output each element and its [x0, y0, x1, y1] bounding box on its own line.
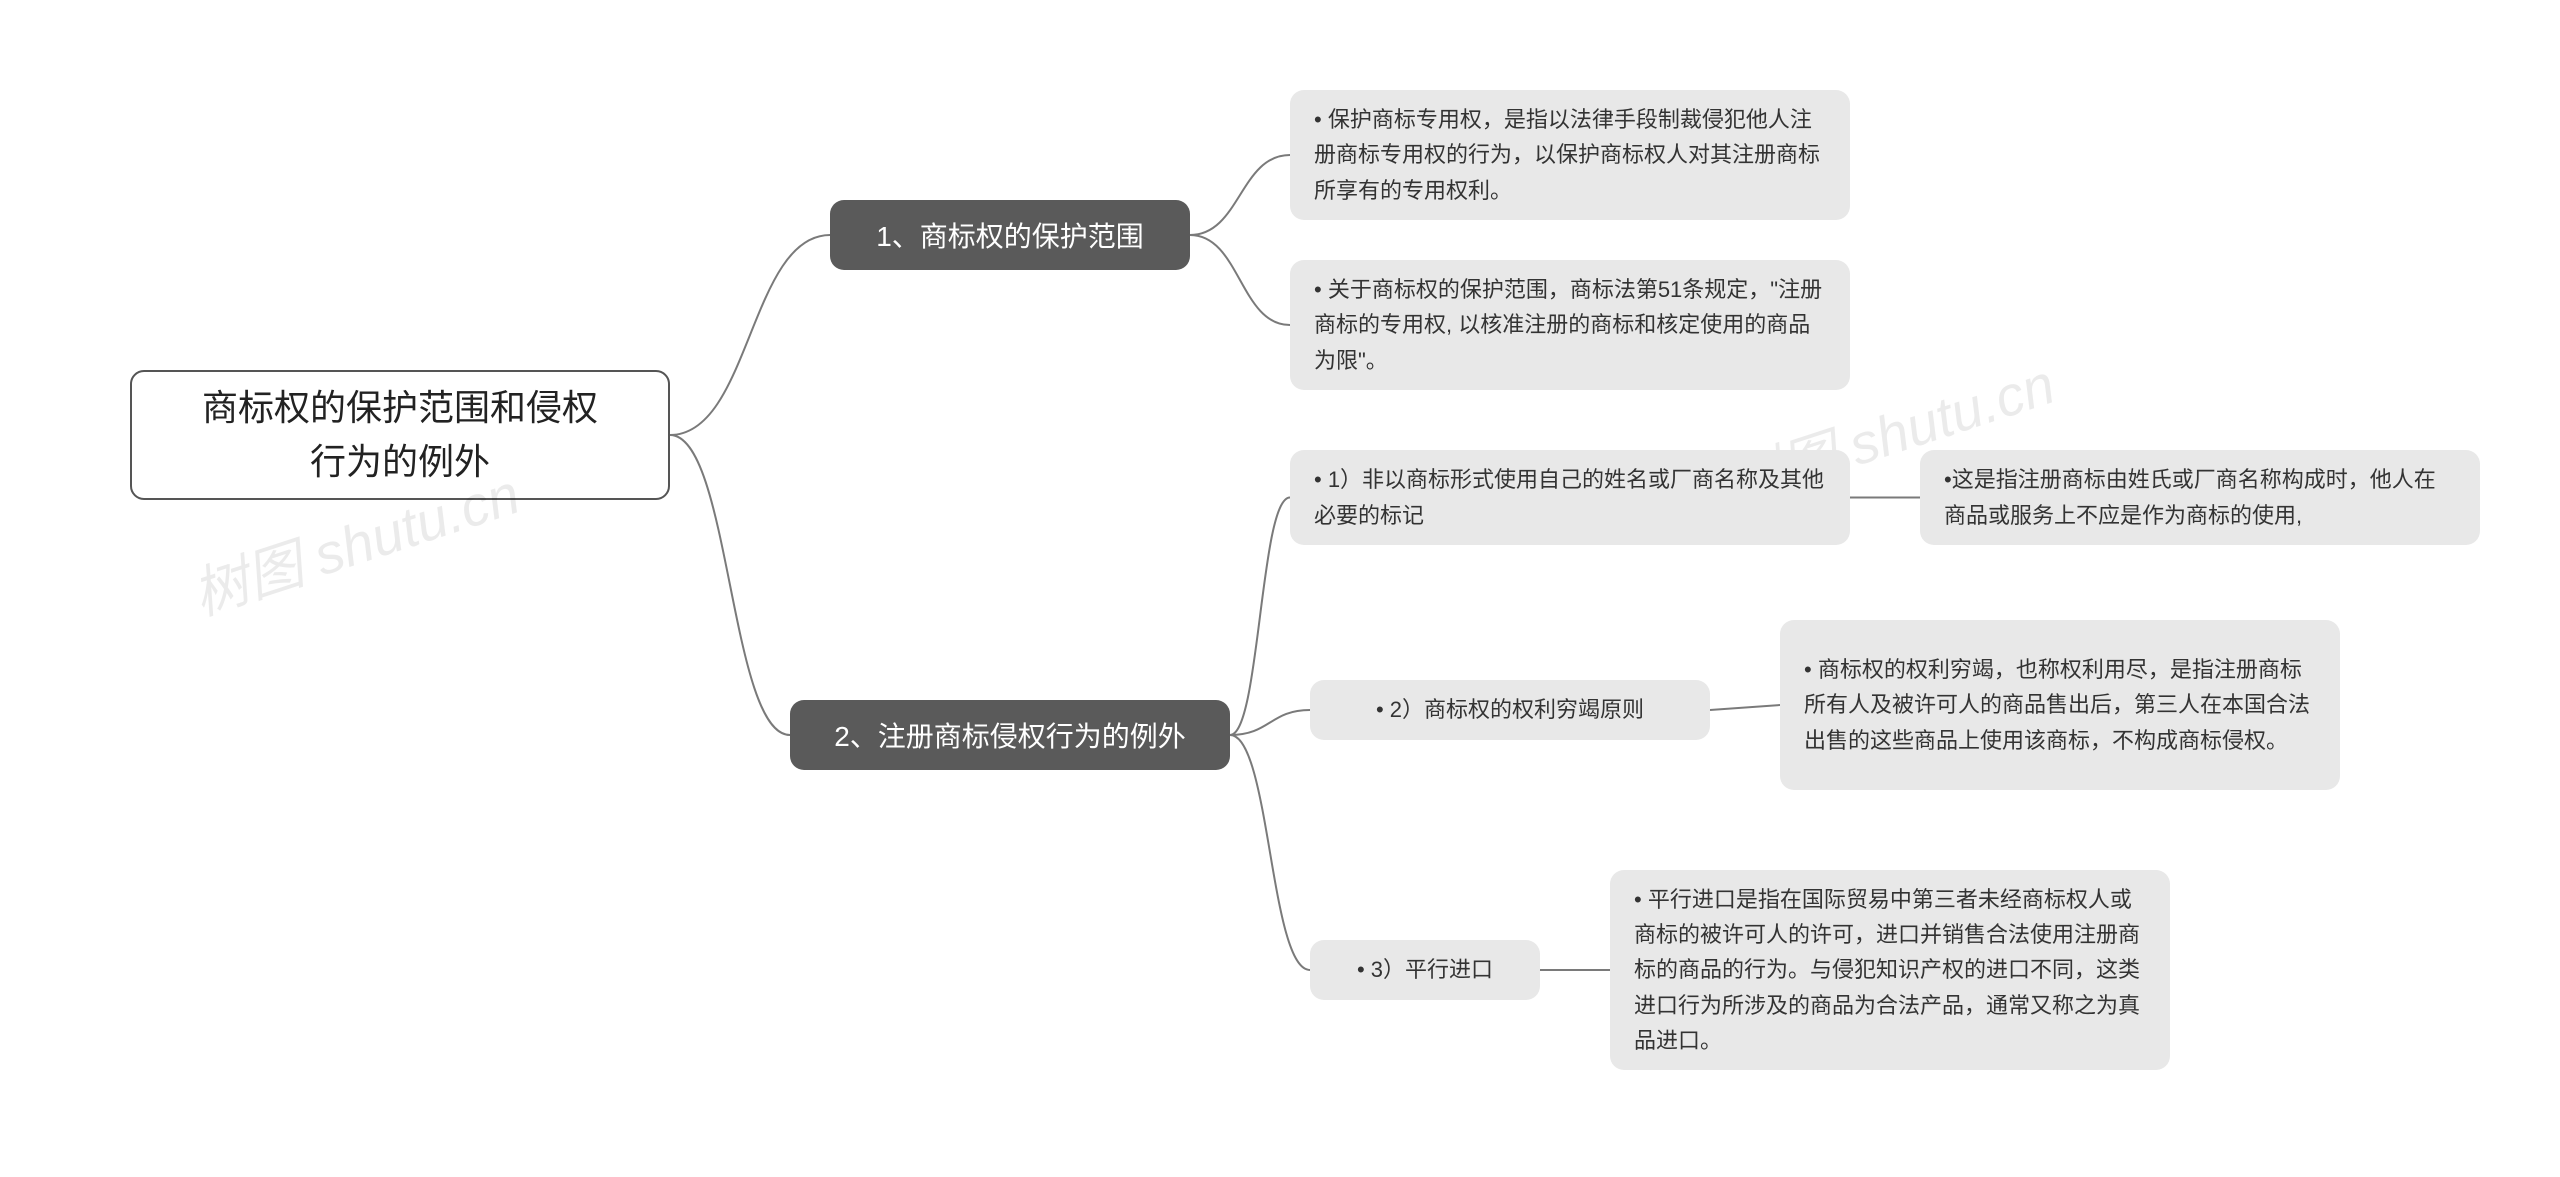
leaf-node: •这是指注册商标由姓氏或厂商名称构成时，他人在商品或服务上不应是作为商标的使用, [1920, 450, 2480, 545]
leaf-node: • 1）非以商标形式使用自己的姓名或厂商名称及其他必要的标记 [1290, 450, 1850, 545]
leaf-node: • 关于商标权的保护范围，商标法第51条规定，"注册商标的专用权, 以核准注册的… [1290, 260, 1850, 390]
branch-node: 1、商标权的保护范围 [830, 200, 1190, 270]
leaf-node: • 商标权的权利穷竭，也称权利用尽，是指注册商标所有人及被许可人的商品售出后，第… [1780, 620, 2340, 790]
connector-layer [0, 0, 2560, 1177]
root-node: 商标权的保护范围和侵权行为的例外 [130, 370, 670, 500]
leaf-node: • 保护商标专用权，是指以法律手段制裁侵犯他人注册商标专用权的行为，以保护商标权… [1290, 90, 1850, 220]
branch-node: 2、注册商标侵权行为的例外 [790, 700, 1230, 770]
leaf-node: • 3）平行进口 [1310, 940, 1540, 1000]
leaf-node: • 2）商标权的权利穷竭原则 [1310, 680, 1710, 740]
leaf-node: • 平行进口是指在国际贸易中第三者未经商标权人或商标的被许可人的许可，进口并销售… [1610, 870, 2170, 1070]
